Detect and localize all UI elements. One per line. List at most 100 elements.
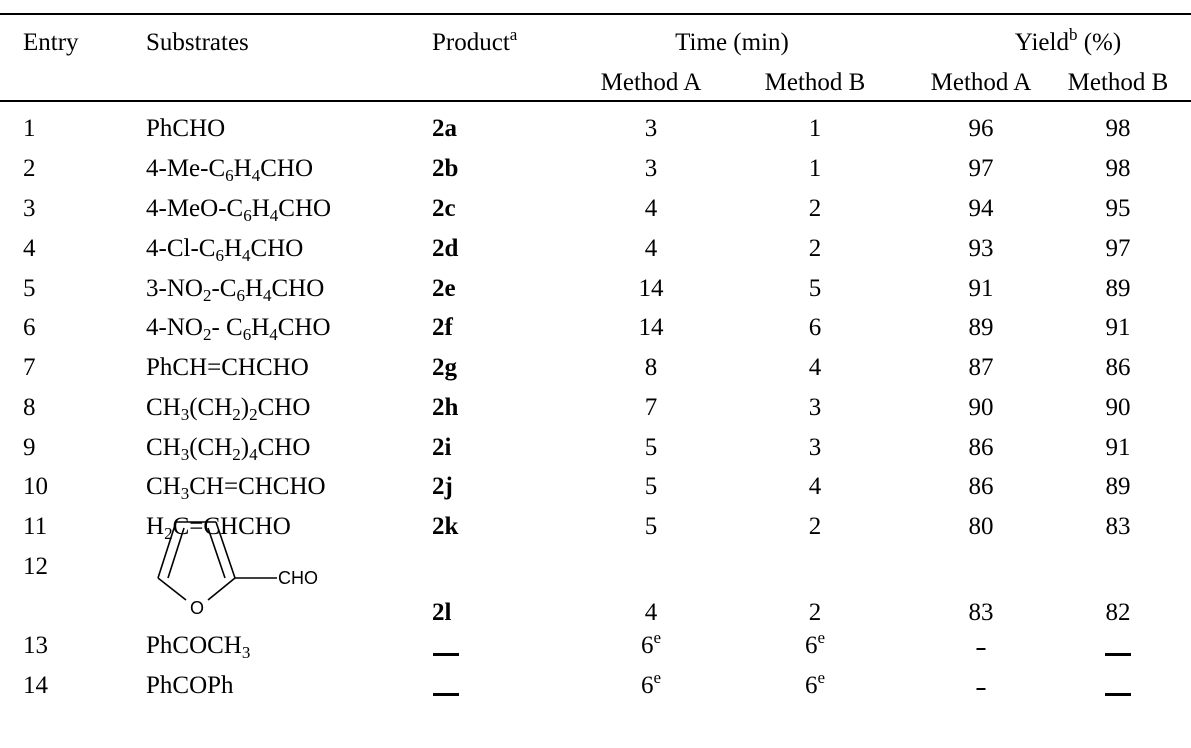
entry-number: 14	[23, 672, 48, 699]
product-label: 2k	[432, 513, 459, 540]
entry-number: 1	[23, 115, 36, 142]
time-method-b: 2	[808, 599, 822, 626]
time-method-b: 1	[808, 155, 822, 182]
time-method-b: 6e	[804, 628, 826, 659]
time-method-a: 14	[638, 314, 664, 341]
yield-method-b: 89	[1105, 473, 1131, 500]
subheader-time-method-b: Method B	[764, 69, 866, 96]
entry-number: 5	[23, 275, 36, 302]
time-method-b: 6	[808, 314, 822, 341]
yield-method-b: 98	[1105, 115, 1131, 142]
time-method-b: 2	[808, 513, 822, 540]
substrate-formula: PhCH=CHCHO	[146, 354, 309, 381]
substrate-formula: 4-Me-C6H4CHO	[146, 155, 314, 185]
yield-method-b: 90	[1105, 394, 1131, 421]
header-product: Producta	[432, 25, 518, 56]
header-substrates: Substrates	[146, 29, 249, 56]
time-method-b: 3	[808, 394, 822, 421]
product-label: 2c	[432, 195, 456, 222]
time-method-b: 2	[808, 235, 822, 262]
time-method-b: 2	[808, 195, 822, 222]
time-method-b: 1	[808, 115, 822, 142]
product-label: 2e	[432, 275, 456, 302]
product-label: 2d	[432, 235, 459, 262]
yield-method-b-none	[1105, 693, 1131, 696]
subheader-time-method-a: Method A	[600, 69, 702, 96]
yield-method-a: 80	[968, 513, 994, 540]
yield-method-a-none	[976, 688, 986, 690]
substrate-formula: PhCOCH3	[146, 632, 251, 662]
product-label: 2b	[432, 155, 459, 182]
time-method-a: 6e	[640, 628, 662, 659]
time-method-a: 5	[644, 473, 658, 500]
time-method-a: 3	[644, 115, 658, 142]
time-method-a: 4	[644, 599, 658, 626]
time-method-a: 5	[644, 434, 658, 461]
yield-method-b: 91	[1105, 314, 1131, 341]
substrate-formula: PhCHO	[146, 115, 226, 142]
time-method-b: 3	[808, 434, 822, 461]
product-label: 2g	[432, 354, 457, 381]
header-yield: Yieldb (%)	[1014, 25, 1122, 56]
yield-method-b: 97	[1105, 235, 1131, 262]
substrate-formula: 4-MeO-C6H4CHO	[146, 195, 332, 225]
substrate-formula: 4-NO2- C6H4CHO	[146, 314, 331, 344]
substrate-formula: PhCOPh	[146, 672, 234, 699]
yield-method-b: 83	[1105, 513, 1131, 540]
yield-method-a: 90	[968, 394, 994, 421]
yield-method-b: 95	[1105, 195, 1131, 222]
yield-method-b: 91	[1105, 434, 1131, 461]
product-label: 2a	[432, 115, 457, 142]
time-method-a: 14	[638, 275, 664, 302]
time-method-a: 5	[644, 513, 658, 540]
header-rule	[0, 100, 1191, 102]
yield-method-a: 97	[968, 155, 994, 182]
entry-number: 8	[23, 394, 36, 421]
yield-method-b-none	[1105, 653, 1131, 656]
time-method-a: 4	[644, 235, 658, 262]
yield-method-b: 89	[1105, 275, 1131, 302]
substrate-formula: 4-Cl-C6H4CHO	[146, 235, 304, 265]
time-method-b: 6e	[804, 668, 826, 699]
substrate-formula: CH3CH=CHCHO	[146, 473, 326, 503]
yield-method-a: 87	[968, 354, 994, 381]
furan-2-carbaldehyde-structure: O CHO	[157, 521, 318, 618]
entry-number: 4	[23, 235, 36, 262]
top-rule	[0, 13, 1191, 15]
yield-method-a-none	[976, 648, 986, 650]
subheader-yield-method-a: Method A	[930, 69, 1032, 96]
time-method-a: 8	[644, 354, 658, 381]
furan-oxygen-label: O	[190, 598, 204, 618]
entry-number: 9	[23, 434, 36, 461]
entry-number: 6	[23, 314, 36, 341]
entry-number: 7	[23, 354, 36, 381]
yield-method-b: 86	[1105, 354, 1131, 381]
product-label: 2l	[432, 599, 452, 626]
time-method-b: 4	[808, 354, 822, 381]
substrate-formula: 3-NO2-C6H4CHO	[146, 275, 325, 305]
subheader-yield-method-b: Method B	[1067, 69, 1169, 96]
time-method-a: 6e	[640, 668, 662, 699]
entry-number: 11	[23, 513, 48, 540]
entry-number: 3	[23, 195, 36, 222]
yield-method-a: 96	[968, 115, 994, 142]
time-method-a: 3	[644, 155, 658, 182]
product-label: 2h	[432, 394, 459, 421]
yield-method-b: 82	[1105, 599, 1131, 626]
product-label: 2j	[432, 473, 453, 500]
yield-method-a: 91	[968, 275, 994, 302]
substrate-formula: H2C=CHCHO	[146, 513, 291, 543]
product-label: 2i	[432, 434, 452, 461]
yield-method-a: 86	[968, 473, 994, 500]
yield-method-a: 86	[968, 434, 994, 461]
header-entry: Entry	[23, 29, 79, 56]
yield-method-a: 83	[968, 599, 994, 626]
product-none-dash	[433, 693, 459, 696]
yield-method-a: 93	[968, 235, 994, 262]
substrate-formula: CH3(CH2)2CHO	[146, 394, 311, 424]
time-method-a: 4	[644, 195, 658, 222]
entry-number: 10	[23, 473, 48, 500]
entry-number: 12	[23, 553, 48, 580]
yield-method-a: 94	[968, 195, 994, 222]
yield-method-b: 98	[1105, 155, 1131, 182]
